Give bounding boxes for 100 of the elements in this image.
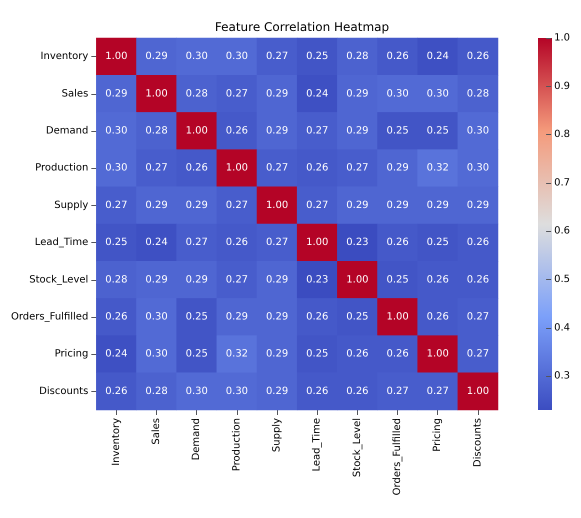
data-label: 0.23 — [306, 274, 328, 286]
data-label: 0.23 — [346, 237, 369, 248]
data-label: 0.29 — [186, 200, 208, 211]
y-tick-label: Supply — [54, 200, 88, 211]
data-label: 0.25 — [426, 126, 449, 136]
data-label: 0.32 — [426, 162, 449, 174]
data-label: 0.29 — [346, 88, 369, 100]
data-label: 0.26 — [306, 312, 328, 322]
data-label: 0.28 — [186, 88, 208, 100]
data-label: 0.24 — [145, 237, 168, 248]
data-label: 0.29 — [186, 274, 208, 286]
data-label: 0.28 — [346, 51, 369, 62]
data-label: 0.27 — [186, 237, 208, 248]
y-tick-label: Demand — [46, 126, 88, 136]
data-label: 0.30 — [386, 88, 409, 100]
data-label: 0.30 — [226, 386, 248, 397]
data-label: 0.29 — [466, 200, 490, 211]
data-label: 0.26 — [386, 51, 409, 62]
data-label: 1.00 — [186, 126, 208, 136]
y-tick-label: Production — [35, 162, 88, 174]
color-bar-label: 0.4 — [554, 322, 570, 334]
data-label: 0.30 — [186, 51, 208, 62]
data-label: 0.27 — [306, 126, 328, 136]
y-tick-label: Pricing — [54, 348, 88, 360]
color-bar-label: 0.3 — [554, 370, 570, 382]
color-bar-label: 0.9 — [554, 80, 570, 92]
data-label: 1.00 — [306, 237, 328, 248]
x-tick-label: Stock_Level — [352, 418, 363, 478]
data-label: 0.27 — [426, 386, 449, 397]
data-label: 0.26 — [226, 126, 248, 136]
data-label: 0.29 — [266, 126, 288, 136]
data-label: 0.29 — [386, 162, 409, 174]
data-label: 0.30 — [466, 126, 490, 136]
data-label: 0.29 — [266, 312, 288, 322]
data-label: 0.26 — [105, 312, 128, 322]
data-label: 0.26 — [105, 386, 128, 397]
color-bar-label: 1.0 — [554, 32, 570, 44]
data-label: 0.27 — [145, 162, 168, 174]
data-label: 0.29 — [346, 126, 369, 136]
data-label: 0.26 — [226, 237, 248, 248]
data-label: 0.27 — [226, 200, 248, 211]
data-label: 0.27 — [466, 348, 490, 360]
color-bar-label: 0.5 — [554, 274, 570, 286]
y-tick-label: Discounts — [39, 386, 88, 397]
y-tick-label: Sales — [62, 88, 88, 100]
data-label: 0.26 — [306, 162, 328, 174]
data-label: 0.30 — [145, 312, 168, 322]
data-label: 0.27 — [346, 162, 369, 174]
x-tick-label: Production — [231, 418, 242, 472]
x-tick-label: Demand — [191, 418, 202, 460]
data-label: 1.00 — [426, 348, 449, 360]
x-tick-label: Pricing — [432, 418, 444, 452]
data-label: 0.29 — [226, 312, 248, 322]
x-tick-label: Orders_Fulfilled — [392, 418, 404, 496]
y-tick-label: Orders_Fulfilled — [10, 312, 88, 322]
data-label: 0.26 — [306, 386, 328, 397]
data-label: 0.29 — [266, 88, 288, 100]
data-label: 0.28 — [145, 386, 168, 397]
data-label: 0.29 — [426, 200, 449, 211]
data-label: 0.26 — [466, 274, 490, 286]
data-label: 0.30 — [105, 126, 128, 136]
data-label: 0.26 — [426, 274, 449, 286]
data-label: 0.24 — [426, 51, 449, 62]
data-label: 0.25 — [386, 274, 409, 286]
data-label: 0.28 — [466, 88, 490, 100]
x-tick-label: Discounts — [472, 418, 484, 468]
data-label: 0.26 — [466, 51, 490, 62]
data-label: 0.29 — [145, 51, 168, 62]
data-label: 0.30 — [145, 348, 168, 360]
data-label: 0.25 — [186, 348, 208, 360]
data-label: 0.26 — [466, 237, 490, 248]
data-label: 0.30 — [105, 162, 128, 174]
data-label: 0.30 — [226, 51, 248, 62]
data-label: 0.27 — [306, 200, 328, 211]
y-tick-label: Stock_Level — [29, 274, 88, 286]
data-label: 1.00 — [105, 51, 128, 62]
data-label: 0.25 — [306, 51, 328, 62]
data-label: 0.27 — [266, 162, 288, 174]
data-label: 0.26 — [386, 237, 409, 248]
data-label: 0.27 — [266, 51, 288, 62]
data-label: 0.29 — [386, 200, 409, 211]
data-label: 0.30 — [186, 386, 208, 397]
data-label: 1.00 — [266, 200, 288, 211]
data-label: 0.25 — [386, 126, 409, 136]
x-tick-label: Inventory — [110, 418, 122, 466]
data-label: 0.29 — [266, 348, 288, 360]
data-label: 0.32 — [226, 348, 248, 360]
data-label: 0.25 — [186, 312, 208, 322]
data-label: 1.00 — [386, 312, 409, 322]
data-label: 0.28 — [145, 126, 168, 136]
y-tick-label: Inventory — [40, 51, 88, 62]
data-label: 1.00 — [466, 386, 490, 397]
data-label: 0.26 — [386, 348, 409, 360]
data-label: 0.30 — [466, 162, 490, 174]
data-label: 0.29 — [266, 386, 288, 397]
data-label: 0.29 — [145, 200, 168, 211]
x-tick-label: Supply — [272, 418, 283, 452]
data-label: 1.00 — [346, 274, 369, 286]
data-label: 0.30 — [426, 88, 449, 100]
chart-title: Feature Correlation Heatmap — [214, 20, 390, 34]
